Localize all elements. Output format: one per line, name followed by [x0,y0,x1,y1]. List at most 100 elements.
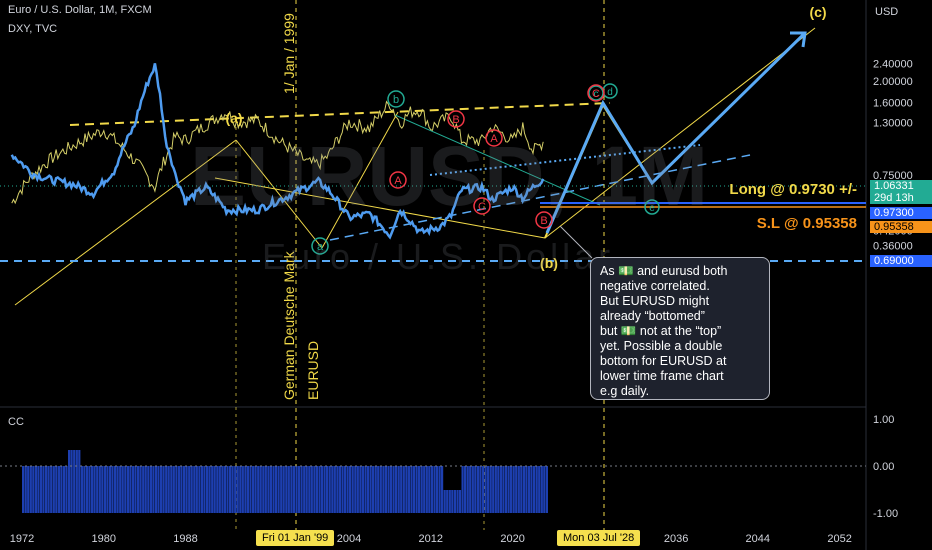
cc-bar [415,466,418,513]
note-line: lower time frame chart [600,369,724,383]
cc-bar [75,450,78,513]
svg-text:e: e [649,203,655,214]
cc-bar [474,466,477,513]
cc-bar [57,466,60,513]
cc-bar [106,466,109,513]
price-tick: 1.60000 [873,97,913,109]
cc-bar [384,466,387,513]
cc-bar [438,466,441,513]
cc-tick: 0.00 [873,461,894,473]
cc-bar [39,466,43,513]
cc-label[interactable]: CC [8,416,24,428]
cc-bar [103,466,106,513]
cc-bar [111,466,114,513]
cc-bar [487,466,490,513]
cc-bar [400,466,403,513]
dxy-line [10,63,545,240]
time-tick: 2052 [827,533,851,545]
time-axis[interactable]: 1972 1980 1988 2004 2012 2020 2036 2044 2052 [10,533,852,545]
svg-text:a: a [317,241,324,253]
time-tick: 2044 [746,533,770,545]
cc-bar [418,466,421,513]
cc-bar [435,466,439,513]
cc-bar [407,466,410,513]
blue-dashed-trendline [329,154,751,241]
cc-bar [341,466,344,513]
cc-bar [200,466,204,513]
cc-bar [206,466,209,513]
cc-bar [458,490,462,513]
cc-bar [484,466,487,513]
cc-bar [530,466,533,513]
cc-bar [502,466,505,513]
svg-text:C: C [478,201,486,213]
cc-bar [471,466,474,513]
note-line: already “bottomed” [600,309,705,323]
cc-bar [481,466,485,513]
cc-bar [55,466,58,513]
cc-bar [29,466,32,513]
cc-bar [441,466,444,513]
note-line: e.g daily. [600,384,650,398]
cc-bar [351,466,354,513]
cc-bar [32,466,35,513]
cc-bar [405,466,408,513]
cc-bar [193,466,196,513]
cc-bar [24,466,27,513]
cc-bar [236,466,239,513]
cc-bar [392,466,395,513]
cc-bar [85,466,89,513]
cc-bar [515,466,518,513]
cc-bar [369,466,372,513]
cc-bar [160,466,163,513]
stoploss-label: S.L @ 0.95358 [757,215,857,232]
note-line: But EURUSD might [600,294,710,308]
cc-axis: 1.00 0.00 -1.00 [873,414,898,520]
cc-bar [520,466,523,513]
cc-bar [218,466,221,513]
cc-bar [119,466,122,513]
svg-text:B: B [540,215,547,227]
cc-bar [512,466,515,513]
cc-bar [83,466,86,513]
cc-bar [254,466,257,513]
cc-bar [259,466,262,513]
cc-bar [45,466,48,513]
symbol-title[interactable]: Euro / U.S. Dollar, 1M, FXCM [8,4,152,16]
cc-bar [267,466,270,513]
cc-bar [213,466,216,513]
note-line: yet. Possible a double [600,339,723,353]
cc-bar [538,466,541,513]
cc-bar [492,466,495,513]
overlay-symbol[interactable]: DXY, TVC [8,23,58,35]
cc-bar [443,490,446,513]
note-callout[interactable]: As 💵 and eurusd both negative correlated… [590,257,770,400]
cc-bar [134,466,137,513]
svg-text:c: c [594,89,599,100]
wave-line-2 [235,139,323,249]
cc-bar [533,466,536,513]
price-axis[interactable]: 2.400002.000001.600001.300000.750000.600… [873,59,913,269]
cc-bar [257,466,260,513]
cc-tick: -1.00 [873,508,898,520]
time-tick: 2036 [664,533,688,545]
cc-bar [62,466,66,513]
time-tick: 2012 [419,533,443,545]
cc-bar [177,466,181,513]
cc-bar [172,466,175,513]
note-pointer [560,226,593,259]
cc-bar [221,466,224,513]
cc-bar [402,466,405,513]
cc-bar [303,466,306,513]
svg-text:A: A [490,133,498,145]
cc-bar [47,466,50,513]
cc-bar [91,466,94,513]
cc-bar [65,466,68,513]
cc-bar [78,450,81,513]
time-tick: 1972 [10,533,34,545]
cc-bar [389,466,393,513]
cc-bar [320,466,324,513]
wave-d-circle: d [602,83,618,99]
cc-bar [274,466,278,513]
